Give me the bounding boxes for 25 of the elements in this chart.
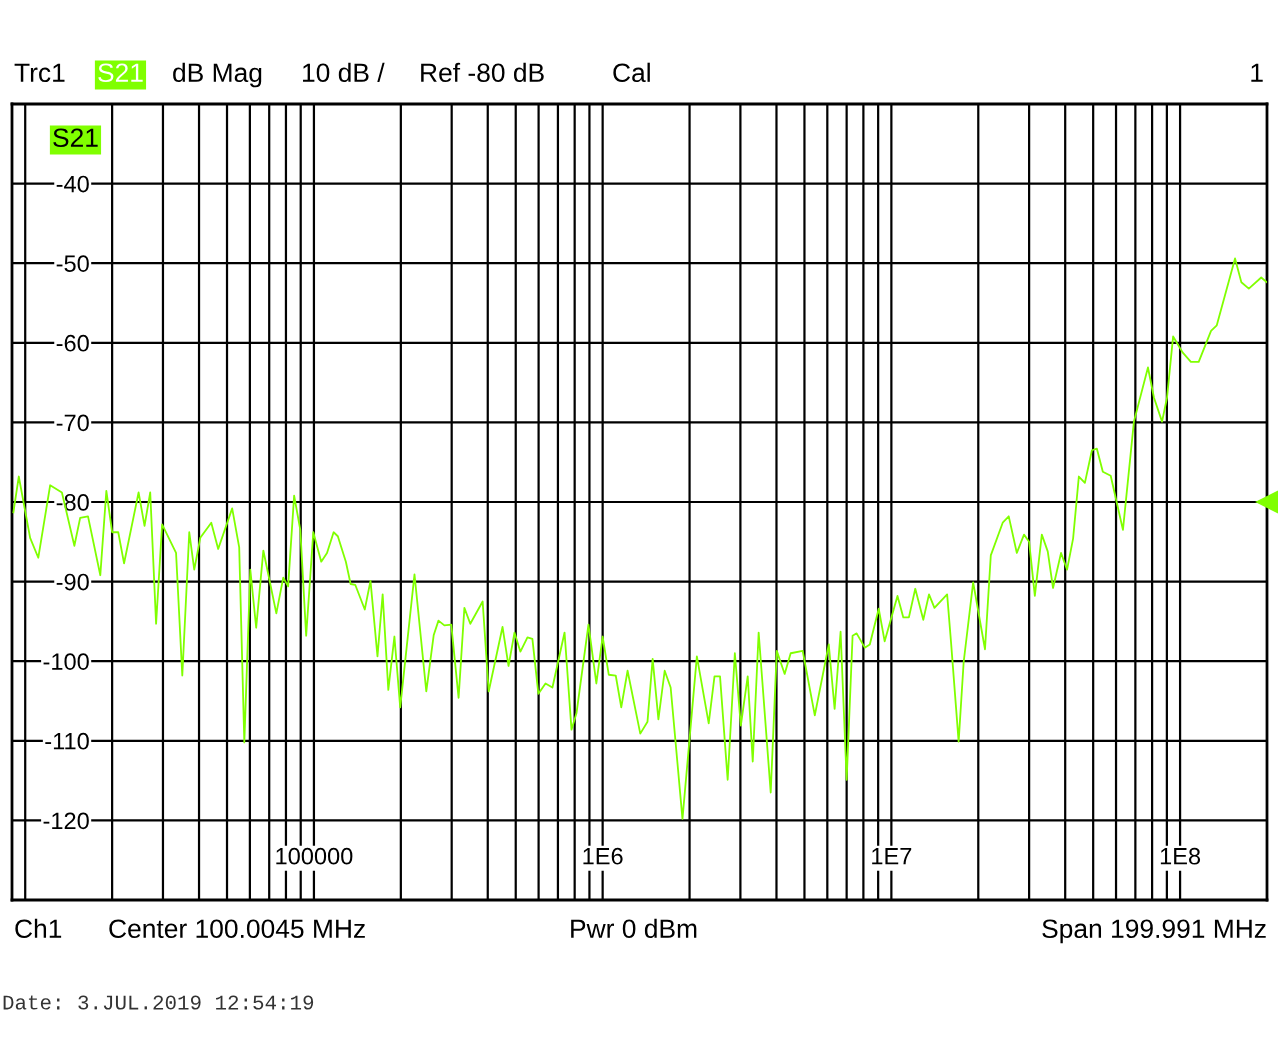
text: Span 199.991 MHz bbox=[1042, 919, 1266, 944]
y-tick-label: -40 bbox=[56, 175, 89, 193]
x-tick-label: 1E6 bbox=[583, 847, 623, 865]
text: dB Mag bbox=[173, 62, 262, 88]
text: S21 bbox=[98, 63, 143, 83]
text: Pwr 0 dBm bbox=[571, 918, 697, 939]
text: Trc1 bbox=[14, 63, 65, 83]
text: 10 dB / bbox=[303, 62, 385, 83]
y-tick-label: -60 bbox=[56, 334, 89, 352]
y-tick-label: -90 bbox=[56, 573, 89, 591]
y-tick-label: -70 bbox=[56, 414, 89, 432]
text: Ch1 bbox=[15, 918, 62, 939]
text: Date: 3.JUL.2019 12:54:19 bbox=[3, 995, 314, 1010]
text: Ref -80 dB bbox=[421, 62, 544, 83]
x-tick-label: 1E7 bbox=[872, 848, 912, 865]
text: 1 bbox=[1251, 63, 1263, 82]
text: Center 100.0045 MHz bbox=[109, 919, 365, 939]
y-tick-label: -120 bbox=[43, 812, 89, 830]
y-tick-label: -50 bbox=[56, 255, 89, 272]
y-tick-label: -110 bbox=[45, 732, 89, 750]
x-tick-label: 100000 bbox=[276, 847, 353, 865]
x-tick-label: 1E8 bbox=[1160, 847, 1201, 865]
text: Cal bbox=[613, 62, 650, 83]
y-tick-label: -100 bbox=[43, 653, 89, 670]
text: S21 bbox=[53, 128, 98, 148]
